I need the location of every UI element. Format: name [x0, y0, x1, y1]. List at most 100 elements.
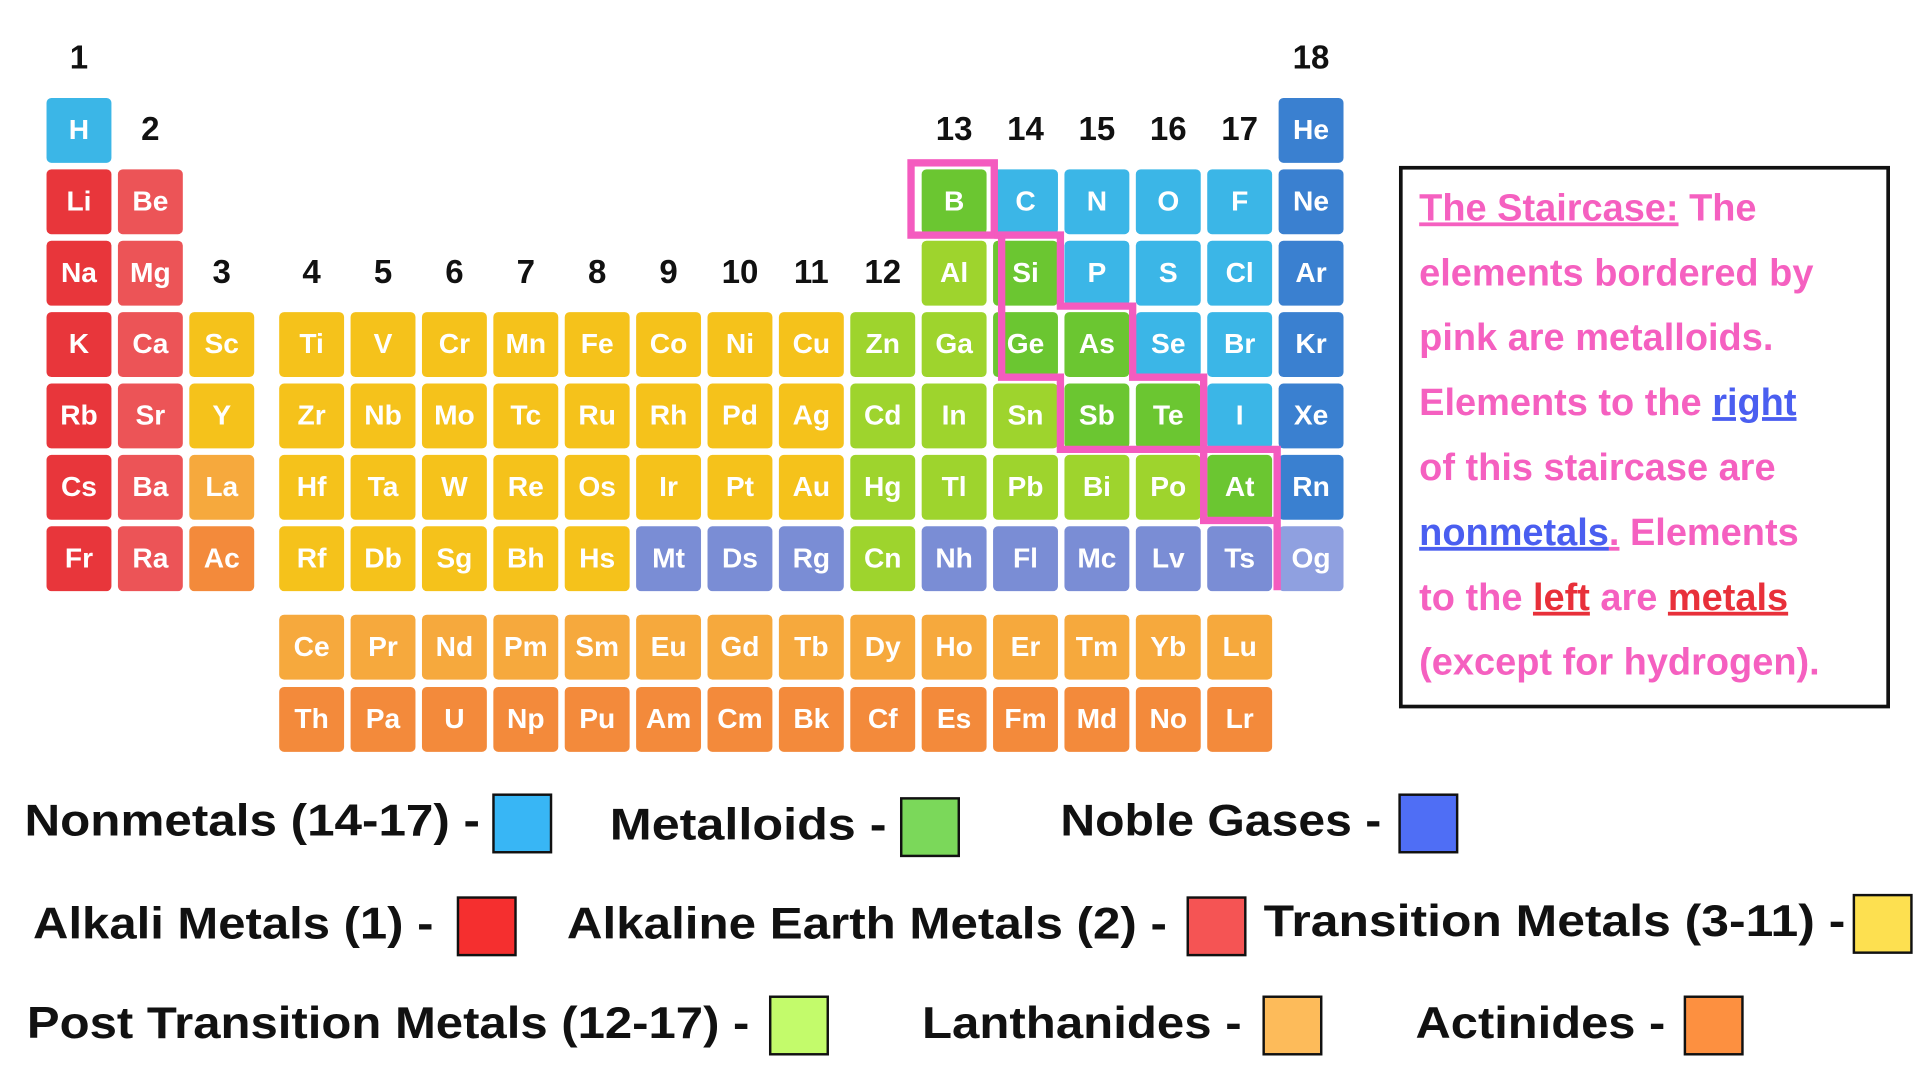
element-symbol: Cn [864, 542, 902, 573]
element-symbol: Ta [368, 471, 399, 502]
legend-label: Post Transition Metals (12-17) - [27, 999, 749, 1048]
note-line: (except for hydrogen). [1419, 642, 1819, 684]
element-symbol: Al [940, 257, 968, 288]
element-symbol: Co [650, 328, 688, 359]
element-symbol: Cs [61, 471, 97, 502]
element-symbol: Lu [1222, 631, 1256, 662]
element-cell [921, 169, 987, 235]
element-symbol: Er [1011, 631, 1041, 662]
element-symbol: Dy [865, 631, 901, 662]
element-cell [636, 614, 702, 680]
element-cell [564, 686, 630, 752]
element-symbol: Rb [60, 400, 98, 431]
element-cell [707, 614, 773, 680]
note-text: are [1590, 577, 1668, 619]
element-cell [189, 312, 255, 378]
element-symbol: Rn [1292, 471, 1330, 502]
element-symbol: U [444, 703, 464, 734]
element-cell [279, 454, 345, 520]
element-cell [1207, 614, 1273, 680]
note-line: The Staircase: The [1419, 187, 1756, 229]
element-cell [1278, 169, 1344, 235]
element-symbol: Tb [794, 631, 828, 662]
element-cell [921, 240, 987, 306]
element-symbol: O [1157, 185, 1179, 216]
element-cell [993, 240, 1058, 306]
element-symbol: Si [1012, 257, 1039, 288]
element-symbol: Pd [722, 400, 758, 431]
staircase-box [907, 159, 998, 239]
element-cell [921, 526, 987, 592]
element-cell [493, 526, 559, 592]
element-cell [493, 686, 559, 752]
element-cell [921, 383, 987, 449]
element-symbol: Hg [864, 471, 902, 502]
element-cell [117, 383, 183, 449]
element-symbol: Ag [793, 400, 831, 431]
element-cell [1207, 526, 1273, 592]
element-symbol: Mg [130, 257, 171, 288]
note-link: left [1533, 577, 1590, 619]
element-cell [1135, 383, 1201, 449]
note-text: The [1679, 187, 1757, 229]
element-symbol: Ti [299, 328, 324, 359]
legend-swatch [1186, 896, 1247, 957]
element-cell [1207, 686, 1273, 752]
note-line: pink are metalloids. [1419, 317, 1773, 359]
legend-label: Metalloids - [610, 800, 887, 849]
note-line: nonmetals. Elements [1419, 512, 1799, 554]
element-symbol: Cf [868, 703, 898, 734]
element-cell [279, 686, 345, 752]
element-cell [1064, 454, 1130, 520]
element-cell [993, 686, 1058, 752]
note-link: nonmetals [1419, 512, 1609, 554]
element-cell [707, 526, 773, 592]
element-cell [850, 312, 916, 378]
element-symbol: Mo [434, 400, 475, 431]
legend-swatch [1852, 893, 1913, 954]
element-symbol: No [1150, 703, 1188, 734]
element-cell [850, 454, 916, 520]
group-number: 14 [1007, 111, 1044, 148]
element-cell [993, 526, 1058, 592]
element-symbol: Th [294, 703, 328, 734]
group-number: 10 [722, 254, 759, 291]
element-cell [117, 454, 183, 520]
legend-label: Lanthanides - [922, 999, 1242, 1048]
element-symbol: Pr [368, 631, 398, 662]
element-cell [1064, 614, 1130, 680]
group-number: 6 [445, 254, 463, 291]
group-number: 9 [659, 254, 677, 291]
table: H He Li Be B C N O F Ne Na Mg Al Si P S Cl Ar K Ca Sc Ti V Cr Mn… [46, 40, 1344, 752]
element-cell [1064, 686, 1130, 752]
element-symbol: Fe [581, 328, 614, 359]
element-symbol: S [1159, 257, 1178, 288]
element-symbol: Lv [1152, 542, 1185, 573]
element-symbol: Br [1224, 328, 1255, 359]
element-symbol: H [69, 114, 89, 145]
element-symbol: K [69, 328, 90, 359]
element-cell [350, 526, 416, 592]
legend-label: Alkaline Earth Metals (2) - [567, 900, 1167, 949]
element-symbol: Ir [659, 471, 678, 502]
legend-swatch [456, 896, 517, 957]
element-symbol: Ac [204, 542, 240, 573]
element-cell [1278, 312, 1344, 378]
element-cell [1064, 169, 1130, 235]
element-cell [778, 312, 844, 378]
element-symbol: Po [1150, 471, 1186, 502]
element-cell [1207, 312, 1273, 378]
group-number: 5 [374, 254, 392, 291]
element-cell [921, 454, 987, 520]
element-symbol: Lr [1226, 703, 1254, 734]
staircase-line [994, 231, 1281, 591]
element-symbol: At [1225, 471, 1255, 502]
element-symbol: Np [507, 703, 545, 734]
group-number: 3 [213, 254, 231, 291]
element-cell [707, 383, 773, 449]
element-symbol: Pm [504, 631, 548, 662]
element-symbol: Mn [505, 328, 546, 359]
element-cell [921, 312, 987, 378]
element-symbol: C [1015, 185, 1035, 216]
